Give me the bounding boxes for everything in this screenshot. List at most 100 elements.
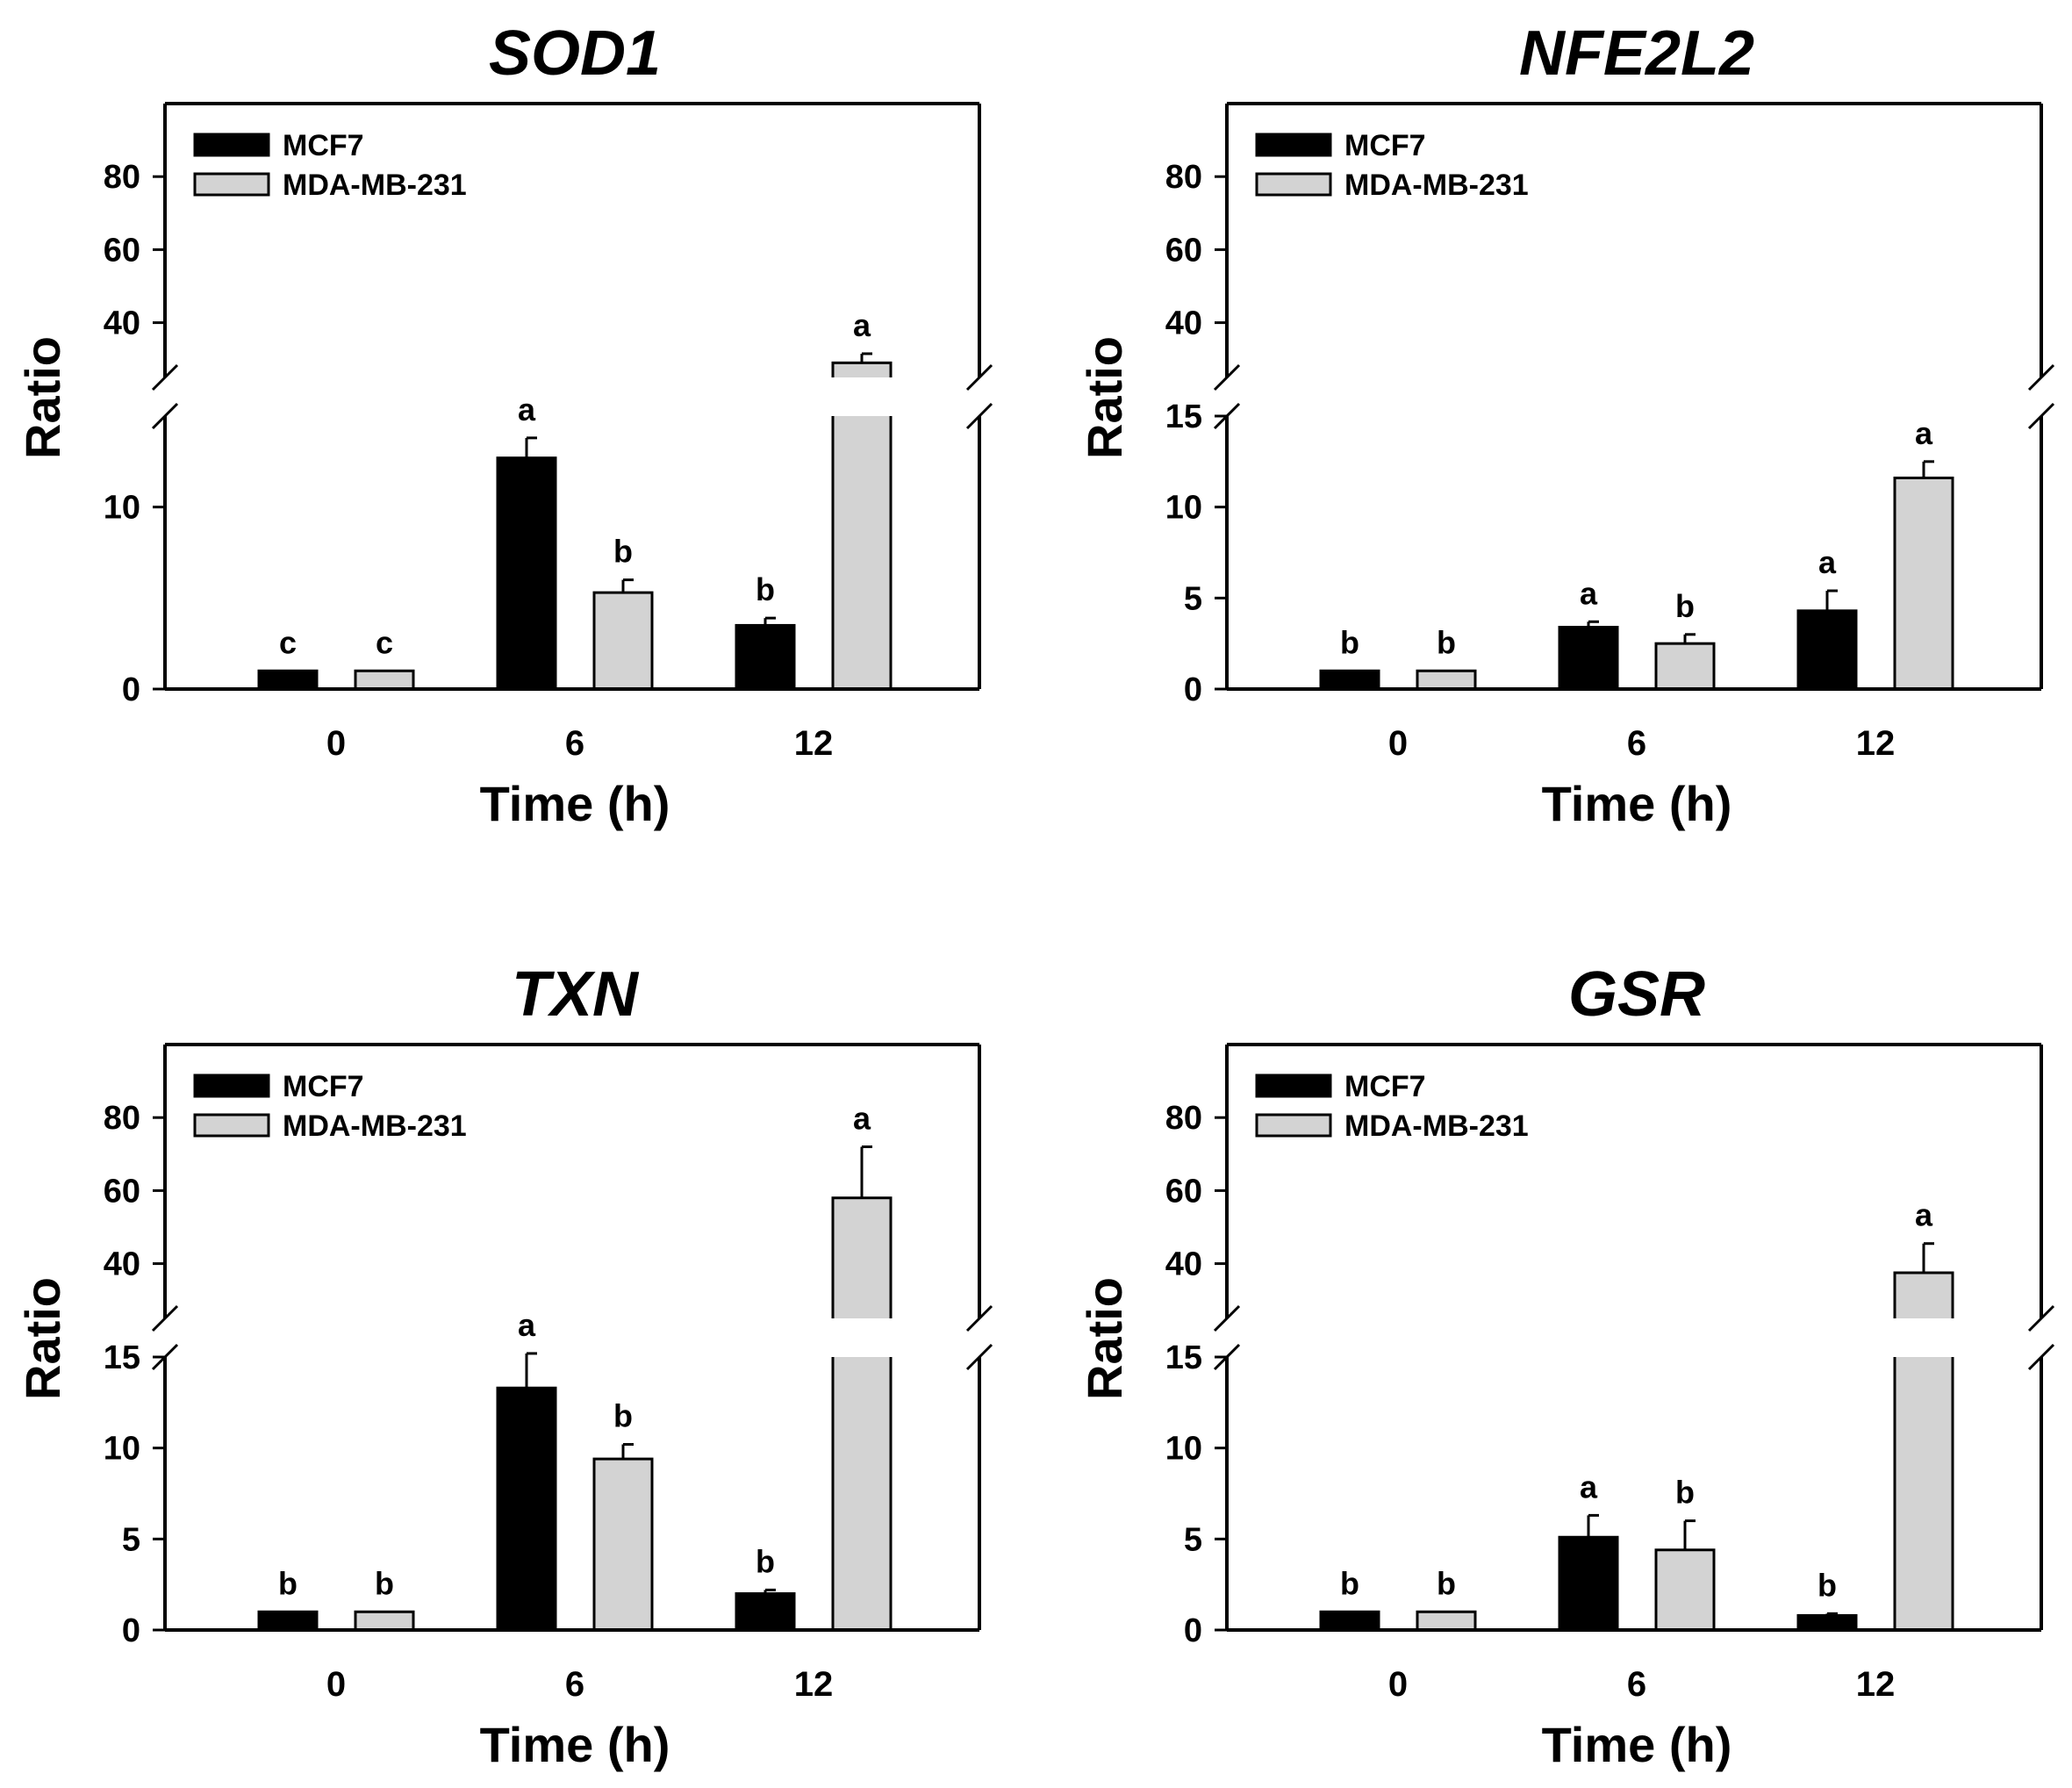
bar bbox=[1319, 669, 1380, 691]
legend-label: MCF7 bbox=[1344, 129, 1426, 162]
legend-swatch bbox=[193, 133, 270, 157]
bar bbox=[1558, 626, 1619, 691]
bar-break-gap bbox=[829, 377, 894, 416]
x-axis-label: Time (h) bbox=[480, 776, 670, 831]
y-tick-label: 40 bbox=[104, 305, 140, 342]
y-tick-label: 10 bbox=[104, 1431, 140, 1468]
axis-break-mark bbox=[965, 1343, 993, 1371]
y-tick-label: 80 bbox=[1165, 1100, 1202, 1137]
y-tick-label: 0 bbox=[1184, 671, 1202, 708]
bar bbox=[1558, 1535, 1619, 1632]
significance-letter: a bbox=[518, 391, 536, 427]
y-tick-label: 80 bbox=[1165, 159, 1202, 196]
bar bbox=[1654, 642, 1716, 691]
axis-break-mark bbox=[965, 402, 993, 430]
y-tick-label: 0 bbox=[122, 671, 140, 708]
significance-letter: b bbox=[1675, 588, 1695, 624]
significance-letter: b bbox=[375, 1565, 394, 1601]
axis-break-mark bbox=[2027, 363, 2055, 391]
x-tick-label: 0 bbox=[326, 1665, 346, 1704]
significance-letter: a bbox=[853, 307, 871, 343]
x-axis-label: Time (h) bbox=[1542, 776, 1732, 831]
bar bbox=[592, 591, 654, 691]
chart-panel-nfe2l2: NFE2L2 b a a b b a 0 5 10 15 40 60 80 0 6 12 Time (h) Rati… bbox=[1077, 18, 2055, 831]
legend-swatch bbox=[1255, 133, 1332, 157]
significance-letter: b bbox=[1437, 1565, 1456, 1601]
axis-break-mark bbox=[965, 363, 993, 391]
bar bbox=[831, 1196, 893, 1632]
axis-break-mark bbox=[151, 1304, 179, 1332]
y-tick-label: 10 bbox=[1165, 1431, 1202, 1468]
y-tick-label: 10 bbox=[1165, 490, 1202, 527]
chart-title: SOD1 bbox=[489, 18, 661, 89]
x-tick-label: 12 bbox=[1856, 1665, 1896, 1704]
y-tick-label: 15 bbox=[104, 1339, 140, 1376]
legend-label: MDA-MB-231 bbox=[283, 169, 467, 202]
bar-break-gap bbox=[829, 1318, 894, 1357]
bar bbox=[592, 1457, 654, 1632]
bar-break-gap bbox=[1891, 1318, 1956, 1357]
legend-label: MCF7 bbox=[1344, 1070, 1426, 1103]
legend-label: MDA-MB-231 bbox=[1344, 1109, 1529, 1143]
bar bbox=[735, 623, 796, 691]
y-tick-label: 80 bbox=[104, 1100, 140, 1137]
bar bbox=[1416, 1610, 1477, 1632]
significance-letter: b bbox=[1817, 1567, 1837, 1603]
y-tick-label: 5 bbox=[1184, 1521, 1202, 1558]
y-tick-label: 0 bbox=[1184, 1612, 1202, 1649]
y-tick-label: 40 bbox=[1165, 1246, 1202, 1283]
significance-letter: c bbox=[279, 624, 297, 660]
bar bbox=[496, 456, 557, 691]
significance-letter: b bbox=[1340, 624, 1359, 660]
y-tick-label: 5 bbox=[122, 1521, 140, 1558]
legend-label: MDA-MB-231 bbox=[283, 1109, 467, 1143]
x-tick-label: 6 bbox=[565, 724, 584, 763]
axis-break-mark bbox=[1213, 1304, 1241, 1332]
bar bbox=[354, 669, 415, 691]
y-axis-label: Ratio bbox=[15, 336, 70, 459]
y-tick-label: 0 bbox=[122, 1612, 140, 1649]
y-tick-label: 60 bbox=[104, 232, 140, 269]
significance-letter: a bbox=[1818, 544, 1837, 580]
x-tick-label: 12 bbox=[794, 1665, 834, 1704]
axis-break-mark bbox=[2027, 402, 2055, 430]
axis-break-mark bbox=[965, 1304, 993, 1332]
x-axis-label: Time (h) bbox=[1542, 1717, 1732, 1772]
legend-swatch bbox=[193, 172, 270, 197]
bar bbox=[496, 1386, 557, 1632]
axis-break-mark bbox=[151, 363, 179, 391]
x-tick-label: 6 bbox=[565, 1665, 584, 1704]
x-tick-label: 0 bbox=[1388, 724, 1408, 763]
legend-swatch bbox=[1255, 1113, 1332, 1138]
significance-letter: b bbox=[613, 534, 633, 570]
significance-letter: b bbox=[1675, 1475, 1695, 1511]
significance-letter: a bbox=[1915, 415, 1933, 451]
y-axis-label: Ratio bbox=[15, 1277, 70, 1400]
y-tick-label: 60 bbox=[1165, 232, 1202, 269]
bar bbox=[1654, 1548, 1716, 1632]
axis-break-mark bbox=[1213, 363, 1241, 391]
significance-letter: a bbox=[853, 1100, 871, 1136]
y-tick-label: 5 bbox=[1184, 580, 1202, 617]
axis-break-mark bbox=[2027, 1343, 2055, 1371]
bar bbox=[354, 1610, 415, 1632]
bar bbox=[1893, 476, 1954, 691]
y-tick-label: 15 bbox=[1165, 1339, 1202, 1376]
x-tick-label: 0 bbox=[1388, 1665, 1408, 1704]
x-tick-label: 0 bbox=[326, 724, 346, 763]
chart-panel-gsr: GSR b a b b b a 0 5 10 15 40 60 80 0 6 12 Time (h) Ratio MC… bbox=[1077, 959, 2055, 1772]
x-axis-label: Time (h) bbox=[480, 1717, 670, 1772]
significance-letter: a bbox=[1580, 1468, 1598, 1504]
bar bbox=[257, 669, 319, 691]
significance-letter: b bbox=[613, 1398, 633, 1434]
y-tick-label: 15 bbox=[1165, 399, 1202, 435]
significance-letter: c bbox=[376, 624, 393, 660]
legend-label: MDA-MB-231 bbox=[1344, 169, 1529, 202]
significance-letter: a bbox=[518, 1307, 536, 1343]
y-tick-label: 10 bbox=[104, 490, 140, 527]
x-tick-label: 12 bbox=[1856, 724, 1896, 763]
y-tick-label: 60 bbox=[104, 1173, 140, 1210]
y-axis-label: Ratio bbox=[1077, 336, 1132, 459]
chart-title: TXN bbox=[512, 959, 640, 1030]
